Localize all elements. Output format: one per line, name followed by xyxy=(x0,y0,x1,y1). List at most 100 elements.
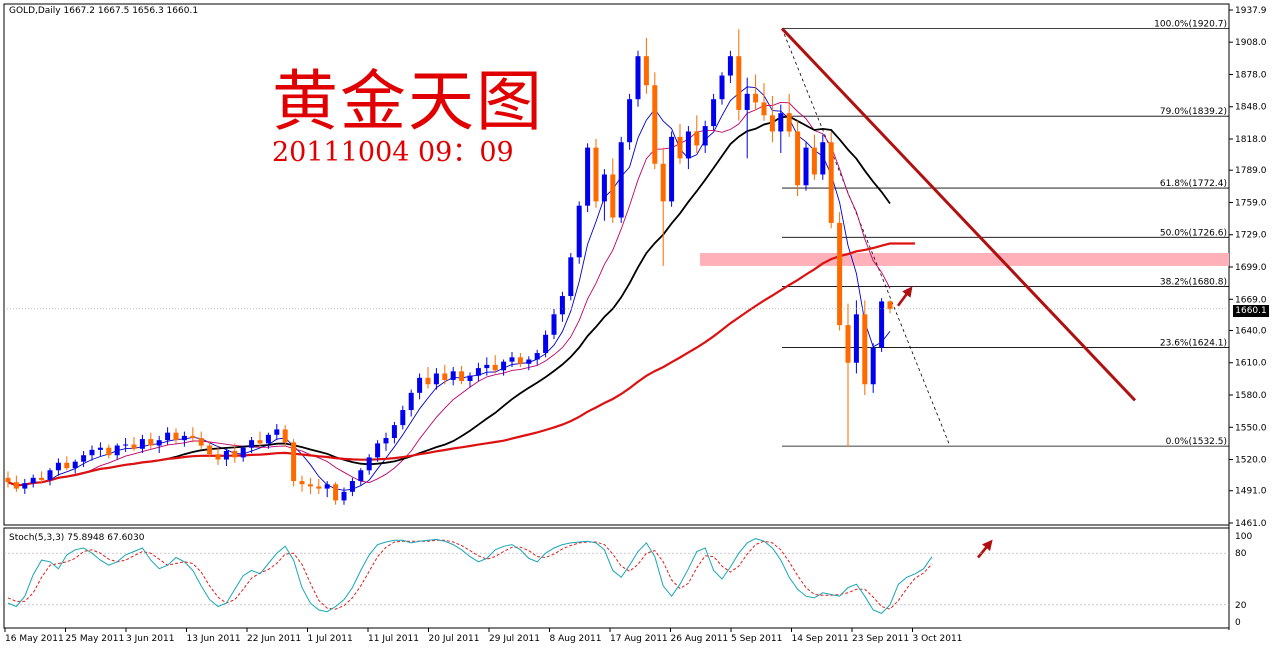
candle-body xyxy=(114,445,120,456)
candle-body xyxy=(610,174,616,218)
candle-body xyxy=(265,434,271,444)
time-tick-label: 5 Sep 2011 xyxy=(731,634,782,644)
page-title: 黄金天图 xyxy=(272,63,544,140)
candle-body xyxy=(282,429,288,443)
price-tick-label: 1699.0 xyxy=(1235,263,1267,273)
stoch-level-label: 0 xyxy=(1235,618,1241,628)
candle-body xyxy=(123,444,129,446)
candle-body xyxy=(408,392,414,411)
price-tick-label: 1759.0 xyxy=(1235,198,1267,208)
price-tick-label: 1729.0 xyxy=(1235,231,1267,241)
candle-body xyxy=(803,147,809,186)
candle-body xyxy=(22,483,28,489)
candle-body xyxy=(501,361,507,371)
fib-level-label: 38.2%(1680.8) xyxy=(1160,278,1227,288)
price-tick-label: 1640.0 xyxy=(1235,326,1267,336)
price-tick-label: 1520.0 xyxy=(1235,456,1267,466)
candle-body xyxy=(837,222,843,326)
candle-body xyxy=(862,314,868,385)
ma-5-line xyxy=(7,86,891,491)
candle-body xyxy=(517,357,523,364)
candle-body xyxy=(761,102,767,116)
candle-body xyxy=(47,470,53,480)
stoch-main-line xyxy=(7,538,933,614)
price-tick-label: 1937.9 xyxy=(1235,6,1267,16)
candle-body xyxy=(442,373,448,380)
fib-level-label: 0.0%(1532.5) xyxy=(1166,437,1227,447)
candle-body xyxy=(198,438,204,446)
candle-body xyxy=(492,364,498,371)
candle-body xyxy=(383,438,389,444)
candle-body xyxy=(450,371,456,380)
oscillator-arrow xyxy=(976,539,993,559)
candle-body xyxy=(576,205,582,258)
candle-body xyxy=(433,373,439,385)
candle-body xyxy=(753,93,759,103)
candle-body xyxy=(181,435,187,441)
candle-body xyxy=(702,126,708,146)
candle-body xyxy=(543,334,549,354)
candle-body xyxy=(173,432,179,441)
candle-body xyxy=(669,136,675,202)
candle-body xyxy=(324,484,330,489)
price-tick-label: 1461.0 xyxy=(1235,519,1267,529)
candle-body xyxy=(828,142,834,223)
stoch-level-label: 80 xyxy=(1235,549,1247,559)
candle-body xyxy=(459,371,465,382)
stochastic-oscillator: 100 80 20 0 xyxy=(4,532,1252,628)
candle-body xyxy=(89,449,95,456)
candle-body xyxy=(820,142,826,175)
candle-body xyxy=(786,113,792,132)
oscillator-info: Stoch(5,3,3) 75.8948 67.6030 xyxy=(9,533,145,543)
candle-body xyxy=(156,440,162,446)
candle-body xyxy=(148,439,154,446)
candle-body xyxy=(484,364,490,369)
moving-average-layer xyxy=(7,86,915,491)
candle-body xyxy=(249,440,255,448)
candle-body xyxy=(727,56,733,76)
fib-level-label: 100.0%(1920.7) xyxy=(1154,20,1227,30)
candle-body xyxy=(417,377,423,393)
time-tick-label: 8 Aug 2011 xyxy=(550,634,602,644)
candle-body xyxy=(677,136,683,159)
candle-body xyxy=(274,429,280,435)
candle-body xyxy=(39,477,45,480)
candle-body xyxy=(333,484,339,501)
time-tick-label: 14 Sep 2011 xyxy=(792,634,849,644)
candle-body xyxy=(719,75,725,100)
candle-body xyxy=(30,477,36,484)
candle-body xyxy=(223,450,229,460)
stoch-signal-line xyxy=(7,539,933,610)
candle-body xyxy=(778,113,784,132)
candle-body xyxy=(627,99,633,143)
price-tick-label: 1669.0 xyxy=(1235,295,1267,305)
time-tick-label: 26 Aug 2011 xyxy=(671,634,729,644)
timestamp-label: 20111004 09：09 xyxy=(272,137,514,168)
candle-body xyxy=(366,457,372,471)
time-tick-label: 3 Jun 2011 xyxy=(126,634,174,644)
time-tick-label: 29 Jul 2011 xyxy=(489,634,540,644)
candle-body xyxy=(694,131,700,146)
candle-body xyxy=(425,377,431,385)
candle-body xyxy=(845,325,851,363)
candle-body xyxy=(207,445,213,455)
time-tick-label: 17 Aug 2011 xyxy=(610,634,668,644)
candle-body xyxy=(190,435,196,439)
time-tick-label: 13 Jun 2011 xyxy=(187,634,241,644)
candle-body xyxy=(711,99,717,127)
candle-body xyxy=(257,440,263,444)
price-tick-label: 1550.0 xyxy=(1235,423,1267,433)
candle-body xyxy=(526,359,532,364)
resistance-zone-layer xyxy=(700,253,1229,266)
price-tick-label: 1491.0 xyxy=(1235,487,1267,497)
resistance-zone xyxy=(700,253,1229,266)
candle-body xyxy=(593,147,599,202)
symbol-info: GOLD,Daily 1667.2 1667.5 1656.3 1660.1 xyxy=(9,6,199,16)
candle-body xyxy=(72,461,78,469)
ma-10-line xyxy=(7,101,891,486)
candle-body xyxy=(391,425,397,439)
candle-body xyxy=(240,447,246,458)
candle-body xyxy=(652,85,658,164)
